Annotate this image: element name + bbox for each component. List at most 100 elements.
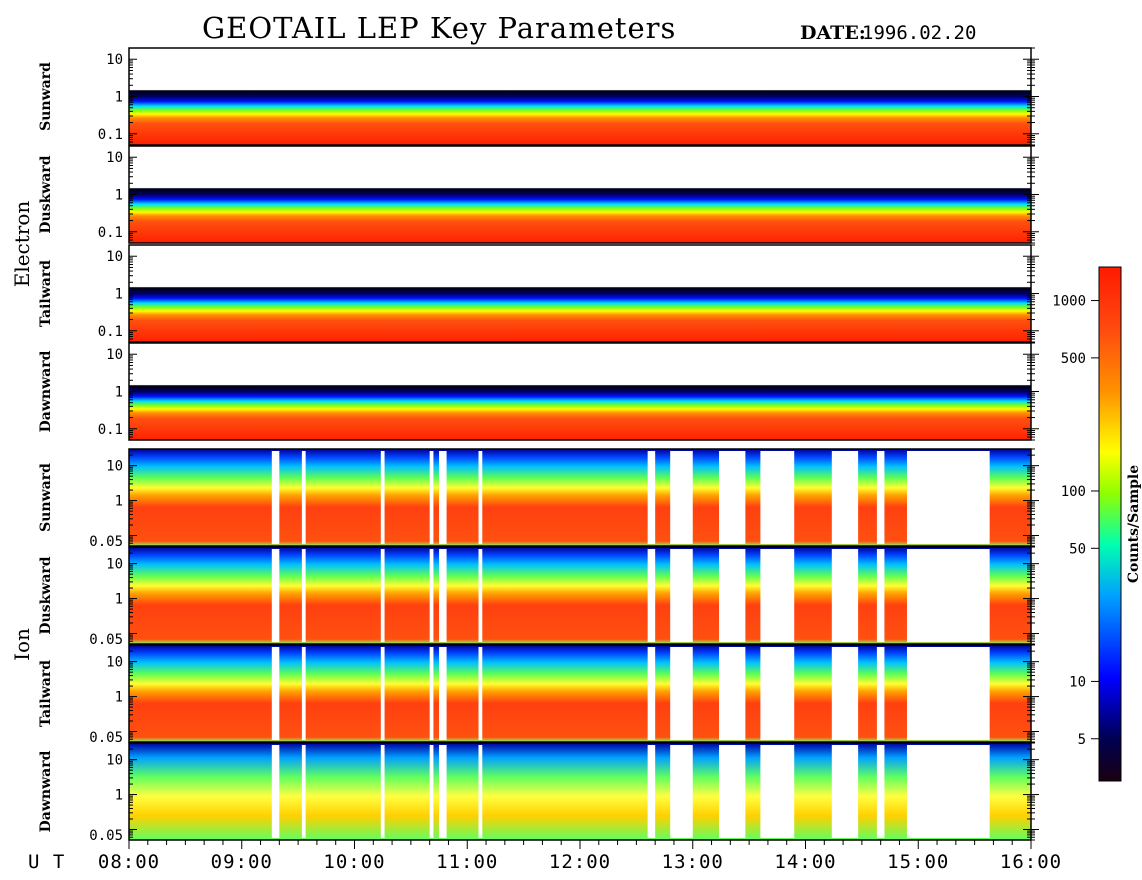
spectrogram-image: [129, 48, 1031, 145]
data-gap: [876, 647, 885, 740]
panel-frame: [128, 448, 1032, 547]
data-gap: [719, 451, 746, 544]
colorbar-tick-label: 500: [1061, 351, 1086, 367]
data-gap: [478, 745, 483, 838]
spectrogram-image: [129, 146, 1031, 243]
data-gap: [719, 745, 746, 838]
chart-title: GEOTAIL LEP Key Parameters: [202, 11, 676, 45]
data-gap: [876, 549, 885, 642]
data-gap: [429, 745, 434, 838]
colorbar-title: Counts/Sample: [1126, 465, 1142, 583]
spectrogram-image: [129, 449, 1031, 546]
data-gap: [271, 549, 280, 642]
data-gap: [831, 451, 859, 544]
data-gap: [301, 647, 306, 740]
data-gap: [670, 647, 693, 740]
data-gap: [439, 451, 447, 544]
y-tick-label: 0.1: [98, 324, 123, 340]
y-tick-label: 0.1: [98, 225, 123, 241]
data-gap: [301, 451, 306, 544]
date-value: 1996.02.20: [862, 22, 976, 44]
y-tick-label: 0.05: [89, 730, 123, 746]
data-gap: [876, 745, 885, 838]
data-gap: [760, 549, 795, 642]
data-gap: [429, 549, 434, 642]
y-tick-label: 0.1: [98, 422, 123, 438]
data-gap: [301, 549, 306, 642]
y-tick-label: 10: [106, 52, 123, 68]
colorbar-tick-label: 100: [1061, 484, 1086, 500]
direction-label: Sunward: [38, 62, 54, 131]
spectrogram-image: [129, 743, 1031, 840]
data-gap: [670, 549, 693, 642]
y-tick-label: 1: [115, 188, 123, 204]
electron-sunward-panel: 10 1 0.1: [98, 47, 1039, 146]
direction-label: Dawnward: [38, 350, 54, 432]
direction-label: Dawnward: [38, 750, 54, 832]
data-gap: [439, 745, 447, 838]
data-gap: [478, 549, 483, 642]
spectrogram-image: [129, 343, 1031, 440]
direction-label: Tailward: [38, 260, 54, 327]
data-gap: [478, 451, 483, 544]
data-gap: [906, 451, 990, 544]
data-gap: [760, 451, 795, 544]
data-gap: [647, 549, 656, 642]
y-tick-label: 10: [106, 459, 123, 475]
direction-label: Duskward: [38, 155, 54, 233]
x-tick-label: 09:00: [211, 851, 273, 873]
ion-sunward-panel: 10 1 0.05: [89, 448, 1039, 550]
data-gap: [271, 745, 280, 838]
spectrogram-image: [129, 645, 1031, 742]
data-gap: [271, 647, 280, 740]
direction-label: Tailward: [38, 660, 54, 727]
data-gap: [478, 647, 483, 740]
spectrogram-image: [129, 245, 1031, 342]
spectrogram-panels: 1010.11010.11010.11010.11010.051010.0510…: [89, 47, 1039, 844]
y-tick-label: 10: [106, 249, 123, 265]
data-gap: [647, 647, 656, 740]
data-gap: [301, 745, 306, 838]
species-label: Electron: [10, 201, 34, 288]
date-label: DATE:: [800, 22, 866, 44]
x-tick-label: 15:00: [887, 851, 949, 873]
direction-label: Duskward: [38, 556, 54, 634]
data-gap: [380, 647, 385, 740]
x-tick-label: 12:00: [549, 851, 611, 873]
x-tick-label: 16:00: [1000, 851, 1062, 873]
electron-duskward-panel: 10 1 0.1: [98, 145, 1039, 244]
colorbar-tick-label: 5: [1078, 732, 1086, 748]
data-gap: [719, 647, 746, 740]
data-gap: [380, 451, 385, 544]
data-gap: [439, 647, 447, 740]
y-tick-label: 1: [115, 690, 123, 706]
y-tick-label: 10: [106, 753, 123, 769]
y-tick-label: 1: [115, 788, 123, 804]
data-gap: [429, 647, 434, 740]
direction-label: Sunward: [38, 463, 54, 532]
data-gap: [380, 745, 385, 838]
species-label: Ion: [10, 628, 34, 661]
x-tick-label: 14:00: [774, 851, 836, 873]
data-gap: [670, 451, 693, 544]
electron-dawnward-panel: 10 1 0.1: [98, 342, 1039, 441]
y-tick-label: 1: [115, 287, 123, 303]
data-gap: [719, 549, 746, 642]
panel-frame: [128, 546, 1032, 645]
x-tick-label: 08:00: [98, 851, 160, 873]
y-tick-label: 1: [115, 90, 123, 106]
y-tick-label: 0.05: [89, 534, 123, 550]
y-tick-label: 10: [106, 557, 123, 573]
data-gap: [906, 647, 990, 740]
data-gap: [876, 451, 885, 544]
colorbar-tick-label: 50: [1069, 541, 1086, 557]
x-tick-label: 10:00: [323, 851, 385, 873]
colorbar-tick-label: 1000: [1052, 294, 1086, 310]
data-gap: [670, 745, 693, 838]
colorbar-tick-label: 10: [1069, 674, 1086, 690]
y-tick-label: 0.1: [98, 127, 123, 143]
y-tick-label: 0.05: [89, 828, 123, 844]
y-tick-label: 1: [115, 494, 123, 510]
y-tick-label: 0.05: [89, 632, 123, 648]
